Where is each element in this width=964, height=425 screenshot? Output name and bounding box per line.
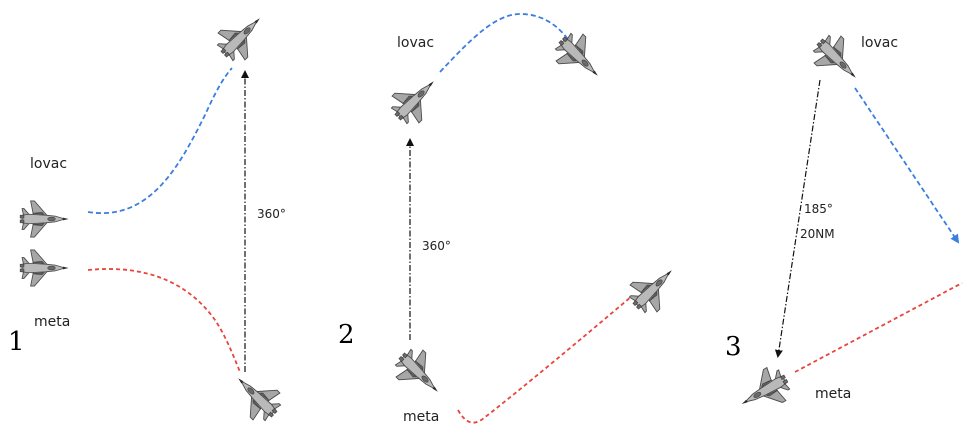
target-path-1 [88,269,240,372]
target-label: meta [815,386,851,402]
fighter-path-2 [440,14,570,72]
panel-1: lovac meta 360° 1 [8,5,288,425]
panel-2: lovac meta 360° 2 [338,14,685,425]
fighter-jet-icon [20,201,68,237]
fighter-path-3 [855,88,958,242]
angle-label: 185° [804,202,833,216]
panel-3: lovac meta 185° 20NM 3 [725,28,962,420]
fighter-jet-icon [20,250,68,286]
fighter-label: lovac [861,35,898,51]
fighter-jet-icon [225,365,288,425]
target-label: meta [403,409,439,425]
fighter-jet-icon [806,28,869,91]
heading-line-3 [778,80,820,356]
fighter-label: lovac [397,35,434,51]
target-label: meta [34,314,70,330]
panel-number: 3 [725,332,742,362]
panel-number: 2 [338,320,355,350]
fighter-jet-icon [210,5,273,68]
angle-label: 360° [422,239,451,253]
distance-label: 20NM [800,227,835,241]
fighter-jet-icon [548,26,611,89]
angle-label: 360° [257,207,286,221]
target-path-2 [458,296,632,423]
fighter-jet-icon [732,362,795,420]
fighter-jet-icon [388,342,451,405]
panel-number: 1 [8,327,25,357]
fighter-label: lovac [30,156,67,172]
fighter-jet-icon [384,68,447,131]
fighter-jet-icon [622,257,685,320]
target-path-3 [795,283,962,372]
fighter-path-1 [88,68,232,213]
